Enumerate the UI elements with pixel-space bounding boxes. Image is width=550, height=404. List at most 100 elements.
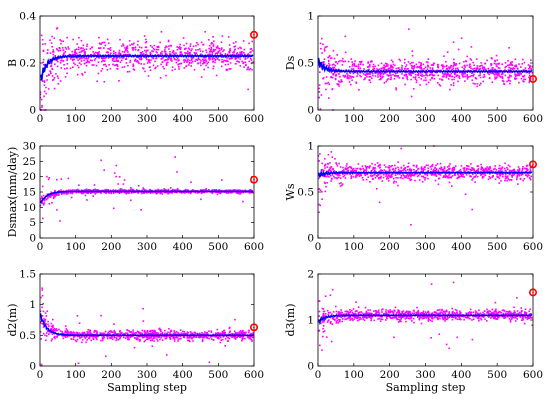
sample-point xyxy=(410,169,413,171)
sample-point xyxy=(385,71,387,74)
sample-point xyxy=(349,66,351,68)
sample-point xyxy=(234,58,237,60)
sample-point xyxy=(66,63,69,65)
x-tick-label: 600 xyxy=(244,369,264,381)
sample-point xyxy=(479,312,482,315)
sample-point xyxy=(414,76,417,78)
sample-point xyxy=(228,331,231,333)
sample-point xyxy=(484,170,486,173)
sample-point xyxy=(217,50,220,53)
sample-point xyxy=(173,330,175,332)
sample-point xyxy=(127,337,129,340)
sample-point xyxy=(413,310,415,312)
sample-point xyxy=(138,46,141,48)
sample-point xyxy=(530,59,532,61)
sample-point xyxy=(235,336,238,338)
sample-point xyxy=(483,76,486,78)
sample-point xyxy=(426,74,429,77)
sample-point xyxy=(219,332,222,335)
sample-point xyxy=(324,175,326,178)
sample-point xyxy=(498,74,500,77)
sample-point xyxy=(337,176,340,179)
sample-point xyxy=(138,340,141,342)
sample-point xyxy=(324,82,327,85)
sample-point xyxy=(170,333,173,336)
sample-point xyxy=(159,189,162,191)
sample-point xyxy=(160,31,163,33)
axes-frame-Ws xyxy=(317,145,534,239)
sample-point xyxy=(97,61,100,63)
sample-point xyxy=(115,60,118,62)
sample-point xyxy=(525,174,527,176)
sample-point xyxy=(387,180,390,182)
sample-point xyxy=(388,169,391,171)
sample-point xyxy=(408,73,411,76)
sample-point xyxy=(139,58,141,60)
sample-point xyxy=(510,318,513,320)
sample-point xyxy=(149,330,151,332)
sample-point xyxy=(321,37,323,40)
sample-point xyxy=(528,310,530,313)
sample-point xyxy=(107,51,109,54)
sample-point xyxy=(495,308,497,311)
sample-point xyxy=(185,65,188,67)
sample-point xyxy=(113,60,115,63)
sample-point xyxy=(59,39,61,41)
sample-point xyxy=(507,311,510,314)
sample-point xyxy=(400,170,403,172)
sample-point xyxy=(108,42,110,45)
sample-point xyxy=(146,333,148,335)
sample-point xyxy=(201,332,203,334)
sample-point xyxy=(58,328,60,331)
sample-point xyxy=(324,167,326,169)
sample-point xyxy=(431,68,434,70)
sample-point xyxy=(487,71,490,73)
sample-point xyxy=(205,60,208,63)
sample-point xyxy=(159,333,162,335)
sample-point xyxy=(483,74,485,76)
sample-point xyxy=(188,339,190,342)
sample-point xyxy=(197,43,199,46)
sample-point xyxy=(161,333,164,335)
sample-point xyxy=(228,337,231,340)
sample-point xyxy=(221,35,224,37)
sample-point xyxy=(453,62,455,64)
sample-point xyxy=(409,169,411,171)
sample-point xyxy=(448,78,450,80)
sample-point xyxy=(511,61,513,63)
sample-point xyxy=(205,335,207,338)
sample-point xyxy=(327,56,329,59)
sample-point xyxy=(113,172,116,174)
sample-point xyxy=(529,177,531,180)
sample-point xyxy=(369,81,372,84)
sample-point xyxy=(425,73,428,76)
sample-point xyxy=(477,169,479,171)
sample-point xyxy=(345,168,348,171)
sample-point xyxy=(110,192,112,195)
sample-point xyxy=(77,362,80,364)
sample-point xyxy=(107,331,110,334)
sample-point xyxy=(390,74,392,77)
sample-point xyxy=(45,332,48,334)
x-tick-label: 400 xyxy=(451,241,471,253)
sample-point xyxy=(379,170,381,173)
sample-point xyxy=(431,73,433,76)
sample-point xyxy=(382,176,385,179)
sample-point xyxy=(392,61,394,63)
sample-point xyxy=(386,68,388,71)
sample-point xyxy=(219,336,222,339)
sample-point xyxy=(502,173,504,176)
sample-point xyxy=(48,74,50,77)
sample-point xyxy=(417,316,419,318)
sample-point xyxy=(439,168,442,170)
sample-point xyxy=(107,57,110,59)
sample-point xyxy=(513,310,516,312)
sample-point xyxy=(451,311,454,314)
true-value-center xyxy=(532,78,534,80)
sample-point xyxy=(242,62,244,65)
sample-point xyxy=(66,59,68,62)
sample-point xyxy=(425,164,428,167)
sample-point xyxy=(226,69,229,71)
sample-point xyxy=(41,315,43,317)
sample-point xyxy=(387,68,389,70)
